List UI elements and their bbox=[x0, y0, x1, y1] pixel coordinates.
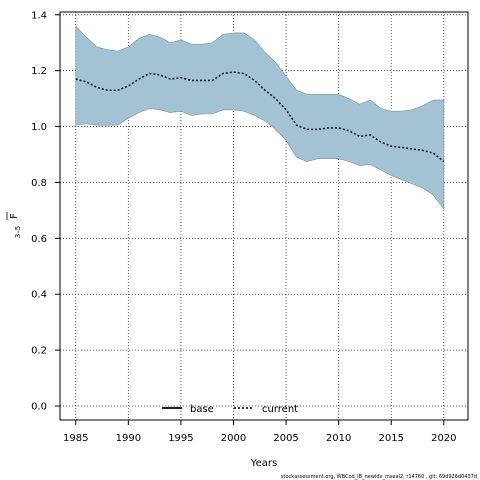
y-tick-label-2: 0.4 bbox=[31, 290, 47, 301]
y-axis-title: F 3–5 bbox=[6, 212, 22, 238]
y-tick-label-1: 0.2 bbox=[31, 346, 47, 357]
x-tick-label-2000: 2000 bbox=[221, 433, 246, 444]
y-axis-ticks: 0.0 0.2 0.4 0.6 0.8 1.0 1.2 1.4 bbox=[31, 10, 60, 413]
x-tick-label-2020: 2020 bbox=[431, 433, 456, 444]
legend: base current bbox=[162, 404, 298, 415]
x-tick-label-1990: 1990 bbox=[116, 433, 141, 444]
x-tick-label-2005: 2005 bbox=[273, 433, 298, 444]
legend-label-base: base bbox=[190, 404, 214, 415]
x-axis-title: Years bbox=[250, 458, 277, 469]
legend-label-current: current bbox=[262, 404, 298, 415]
y-tick-label-6: 1.2 bbox=[31, 66, 47, 77]
y-axis-title-subscript: 3–5 bbox=[14, 226, 22, 238]
x-tick-label-2010: 2010 bbox=[326, 433, 351, 444]
x-axis-ticks: 1985 1990 1995 2000 2005 2010 2015 2020 bbox=[63, 420, 457, 444]
x-tick-label-1995: 1995 bbox=[168, 433, 193, 444]
y-tick-label-3: 0.6 bbox=[31, 234, 47, 245]
y-axis-title-main: F bbox=[9, 213, 20, 219]
y-tick-label-0: 0.0 bbox=[31, 402, 47, 413]
plot-frame bbox=[59, 11, 469, 421]
y-tick-label-7: 1.4 bbox=[31, 10, 47, 21]
x-tick-label-1985: 1985 bbox=[63, 433, 88, 444]
footer-credit: stockassessment.org, WBCod_IB_newidx_mse… bbox=[281, 474, 477, 480]
confidence-band-layer bbox=[75, 25, 445, 210]
x-tick-label-2015: 2015 bbox=[379, 433, 404, 444]
y-tick-label-4: 0.8 bbox=[31, 178, 47, 189]
y-tick-label-5: 1.0 bbox=[31, 122, 47, 133]
confidence-band bbox=[75, 25, 445, 210]
